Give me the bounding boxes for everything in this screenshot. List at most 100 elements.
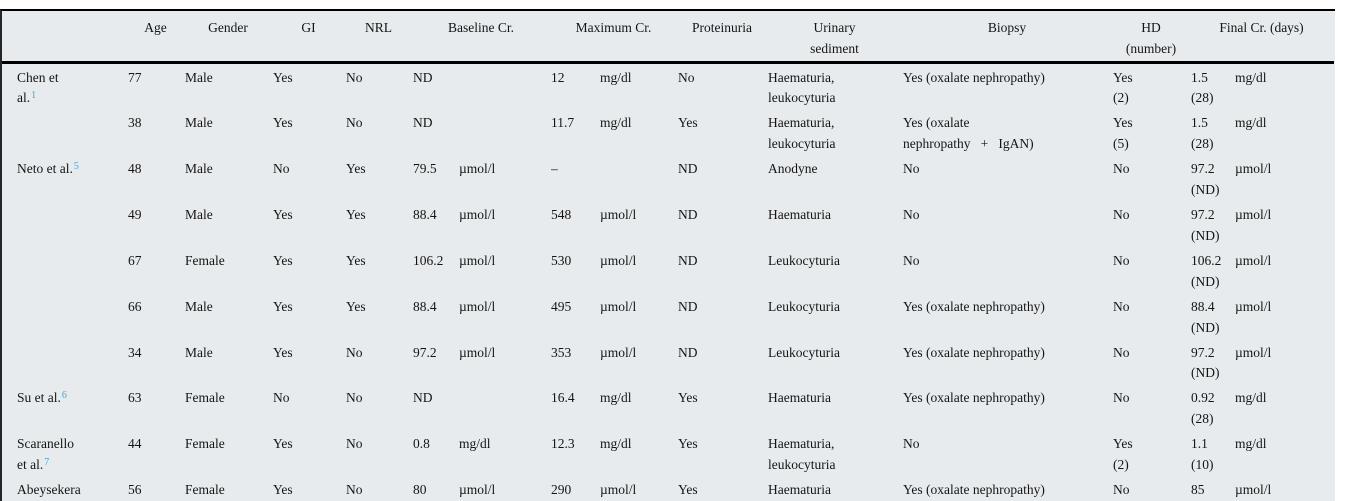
cell-proteinuria: No	[678, 69, 695, 85]
cell-hd: Yes (2)	[1113, 69, 1133, 106]
baseline-unit: µmol/l	[459, 161, 496, 177]
table-row: 49 Male Yes Yes 88.4 µmol/l 548 µmol/l ND …	[2, 201, 1334, 247]
baseline-unit: µmol/l	[459, 344, 496, 360]
final-days: (ND)	[1191, 227, 1220, 243]
cell-maximum-cr: 530 µmol/l	[551, 247, 678, 293]
baseline-value: ND	[413, 390, 433, 406]
baseline-value: 97.2	[413, 344, 437, 360]
cell-hd: No	[1113, 252, 1130, 268]
citation-superscript-link[interactable]: 6	[61, 390, 67, 402]
table-container: Age Gender GI NRL Baseline Cr. Maximum C…	[0, 9, 1335, 501]
final-value: 85	[1191, 482, 1205, 498]
final-unit: mg/dl	[1235, 390, 1267, 406]
cell-hd: No	[1113, 344, 1130, 360]
final-days: (ND)	[1191, 365, 1220, 381]
baseline-unit: µmol/l	[459, 252, 496, 268]
cell-biopsy: No	[903, 436, 920, 452]
citation-superscript-link[interactable]: 1	[31, 90, 37, 102]
maximum-value: 530	[551, 252, 572, 268]
cell-gender: Male	[185, 115, 213, 131]
cell-age: 77	[128, 69, 142, 85]
baseline-value: ND	[413, 115, 433, 131]
cell-proteinuria: Yes	[678, 115, 698, 131]
cell-baseline-cr: 88.4 µmol/l	[413, 201, 551, 247]
cell-gi: No	[273, 390, 290, 406]
cell-nrl: No	[346, 69, 363, 85]
cell-gi: No	[273, 161, 290, 177]
cell-gender: Male	[185, 69, 213, 85]
cell-nrl: No	[346, 115, 363, 131]
final-value: 1.5	[1191, 115, 1208, 131]
final-value: 0.92	[1191, 390, 1215, 406]
cell-age: 67	[128, 252, 142, 268]
cell-final-cr: 106.2 µmol/l (ND)	[1191, 247, 1334, 293]
cell-proteinuria: ND	[678, 344, 698, 360]
final-unit: µmol/l	[1235, 161, 1272, 177]
cell-age: 34	[128, 344, 142, 360]
cell-study: Neto et al.5	[2, 155, 128, 201]
final-days: (ND)	[1191, 182, 1220, 198]
cell-maximum-cr: 11.7 mg/dl	[551, 109, 678, 155]
header-age: Age	[128, 11, 185, 64]
header-gender: Gender	[185, 11, 273, 64]
cell-maximum-cr: 12.3 mg/dl	[551, 430, 678, 476]
study-name: Abeysekera et al.	[17, 482, 81, 498]
cell-urinary-sediment: Haematuria	[768, 207, 831, 223]
cell-age: 56	[128, 482, 142, 498]
maximum-unit: mg/dl	[600, 390, 632, 406]
maximum-unit: mg/dl	[600, 115, 632, 131]
cell-final-cr: 1.1 mg/dl (10)	[1191, 430, 1334, 476]
cell-biopsy: Yes (oxalate nephropathy)	[903, 390, 1045, 406]
cell-final-cr: 1.5 mg/dl (28)	[1191, 109, 1334, 155]
cell-gender: Male	[185, 207, 213, 223]
cell-nrl: No	[346, 344, 363, 360]
cell-biopsy: No	[903, 161, 920, 177]
final-value: 106.2	[1191, 252, 1222, 268]
cell-proteinuria: Yes	[678, 390, 698, 406]
cell-hd: No	[1113, 207, 1130, 223]
header-row: Age Gender GI NRL Baseline Cr. Maximum C…	[2, 11, 1334, 64]
table-row: 66 Male Yes Yes 88.4 µmol/l 495 µmol/l ND …	[2, 293, 1334, 339]
cell-final-cr: 0.92 mg/dl (28)	[1191, 384, 1334, 430]
cell-urinary-sediment: Haematuria	[768, 390, 831, 406]
cell-gender: Male	[185, 161, 213, 177]
header-hd-number: HD (number)	[1113, 11, 1191, 64]
table-row: Chen et al.1 77 Male Yes No ND 12 mg/dl N…	[2, 62, 1334, 109]
cell-urinary-sediment: Leukocyturia	[768, 252, 840, 268]
cell-gender: Female	[185, 436, 225, 452]
maximum-unit: µmol/l	[600, 207, 637, 223]
cell-nrl: Yes	[346, 298, 366, 314]
final-value: 1.5	[1191, 69, 1208, 85]
maximum-value: –	[551, 161, 558, 177]
final-value: 1.1	[1191, 436, 1208, 452]
cell-age: 49	[128, 207, 142, 223]
cell-proteinuria: ND	[678, 298, 698, 314]
study-name: Scaranello et al.	[17, 436, 74, 473]
cell-hd: Yes (5)	[1113, 115, 1133, 152]
cell-nrl: No	[346, 482, 363, 498]
maximum-value: 16.4	[551, 390, 575, 406]
cell-study	[2, 339, 128, 385]
citation-superscript-link[interactable]: 7	[44, 457, 50, 469]
cell-final-cr: 97.2 µmol/l (ND)	[1191, 339, 1334, 385]
cell-study: Su et al.6	[2, 384, 128, 430]
cell-final-cr: 1.5 mg/dl (28)	[1191, 62, 1334, 109]
cell-baseline-cr: ND	[413, 384, 551, 430]
final-unit: µmol/l	[1235, 252, 1272, 268]
cell-urinary-sediment: Haematuria	[768, 482, 831, 498]
cell-gi: Yes	[273, 207, 293, 223]
header-maximum-cr: Maximum Cr.	[551, 11, 678, 64]
table-row: Neto et al.5 48 Male No Yes 79.5 µmol/l –…	[2, 155, 1334, 201]
study-name: Neto et al.	[17, 161, 73, 177]
cell-biopsy: Yes (oxalate nephropathy)	[903, 69, 1045, 85]
cell-final-cr: 97.2 µmol/l (ND)	[1191, 201, 1334, 247]
cell-maximum-cr: 290 µmol/l	[551, 476, 678, 501]
cell-gender: Female	[185, 390, 225, 406]
baseline-value: 88.4	[413, 298, 437, 314]
cell-baseline-cr: 88.4 µmol/l	[413, 293, 551, 339]
cell-maximum-cr: 495 µmol/l	[551, 293, 678, 339]
baseline-value: ND	[413, 69, 433, 85]
citation-superscript-link[interactable]: 5	[73, 161, 79, 173]
cell-proteinuria: Yes	[678, 436, 698, 452]
cell-gender: Male	[185, 344, 213, 360]
